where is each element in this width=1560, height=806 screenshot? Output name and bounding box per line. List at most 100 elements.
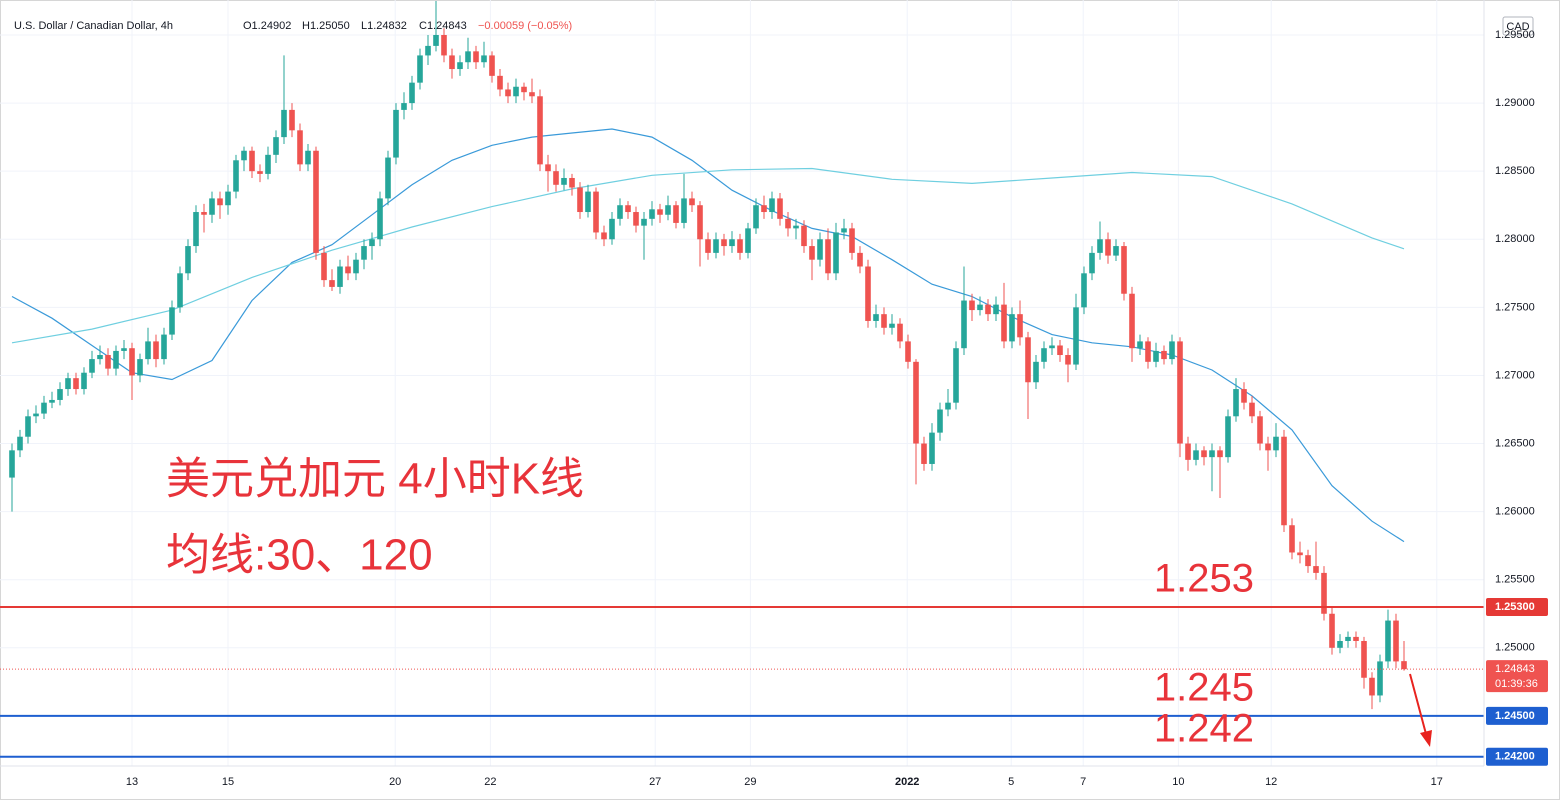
level-axis-box	[1486, 706, 1548, 725]
candle-body	[897, 323, 903, 342]
candle-body	[297, 130, 303, 165]
candle-body	[681, 198, 687, 223]
candle-body	[1353, 636, 1359, 641]
candle-body	[1001, 304, 1007, 342]
candle-body	[25, 416, 31, 437]
ohlc-high: H1.25050	[302, 20, 350, 32]
candle-body	[473, 51, 479, 63]
candle-body	[745, 228, 751, 253]
candle-body	[401, 103, 407, 110]
candle-body	[65, 378, 71, 390]
candle-body	[233, 160, 239, 192]
candle-body	[553, 171, 559, 185]
candle-body	[849, 228, 855, 253]
candle-body	[425, 45, 431, 56]
candle-body	[1137, 341, 1143, 349]
candle-body	[1193, 450, 1199, 460]
moving-average	[11, 167, 1405, 344]
x-tick-label: 13	[126, 776, 138, 788]
candle-body	[633, 212, 639, 226]
candle-body	[257, 171, 263, 174]
candle-body	[145, 341, 151, 360]
candle-body	[569, 177, 575, 188]
candle-body	[1129, 293, 1135, 349]
candle-body	[409, 82, 415, 104]
candle-body	[1161, 350, 1167, 360]
level-annotation: 1.245	[1154, 665, 1254, 709]
candle-body	[1249, 402, 1255, 417]
candle-body	[1145, 341, 1151, 362]
candle-body	[921, 443, 927, 464]
last-price-box	[1486, 660, 1548, 693]
candle-body	[1393, 620, 1399, 662]
level-axis-box	[1486, 597, 1548, 616]
candle-body	[1113, 246, 1119, 256]
candle-body	[313, 150, 319, 253]
candle-body	[961, 300, 967, 349]
candle-body	[81, 372, 87, 390]
candle-body	[1073, 307, 1079, 365]
arrow-head	[1420, 730, 1432, 747]
candle-body	[193, 212, 199, 247]
candle-body	[641, 218, 647, 226]
candle-body	[1217, 450, 1223, 458]
x-tick-label: 7	[1080, 776, 1086, 788]
candle-body	[953, 348, 959, 403]
candle-body	[289, 109, 295, 131]
candle-body	[449, 55, 455, 70]
candle-body	[825, 239, 831, 274]
candle-body	[441, 34, 447, 56]
candle-body	[1297, 552, 1303, 556]
candle-body	[153, 341, 159, 360]
candle-body	[729, 239, 735, 247]
candle-body	[1369, 677, 1375, 696]
candle-body	[721, 239, 727, 247]
candle-body	[601, 232, 607, 240]
candle-body	[625, 205, 631, 213]
candle-body	[1377, 661, 1383, 696]
candle-body	[817, 239, 823, 260]
annotation: 均线:30、120	[166, 531, 433, 580]
candle-body	[537, 96, 543, 165]
candle-body	[1209, 450, 1215, 458]
candle-body	[1257, 416, 1263, 444]
candle-body	[1169, 341, 1175, 360]
candle-body	[73, 378, 79, 390]
candle-body	[1105, 239, 1111, 256]
candle-body	[361, 246, 367, 260]
candle-body	[785, 218, 791, 229]
x-tick-label: 10	[1172, 776, 1184, 788]
candle-body	[521, 86, 527, 93]
candle-body	[161, 334, 167, 360]
candle-body	[185, 246, 191, 274]
candle-body	[169, 307, 175, 335]
y-tick-label: 1.26500	[1495, 437, 1535, 449]
candle-body	[201, 212, 207, 215]
candle-body	[1337, 640, 1343, 648]
level-axis-label: 1.24200	[1495, 751, 1535, 763]
candle-body	[513, 86, 519, 97]
candle-body	[1009, 314, 1015, 342]
candle-body	[305, 150, 311, 165]
candle-body	[1049, 345, 1055, 349]
arrow	[1409, 673, 1427, 735]
candle-body	[129, 348, 135, 376]
candle-body	[865, 266, 871, 321]
candle-body	[1177, 341, 1183, 444]
y-tick-label: 1.26000	[1495, 506, 1535, 518]
candle-body	[873, 314, 879, 321]
candle-body	[1329, 613, 1335, 648]
candle-body	[1385, 620, 1391, 662]
level-annotation: 1.253	[1154, 557, 1254, 601]
candle-body	[1097, 239, 1103, 253]
candle-body	[97, 355, 103, 360]
candle-body	[697, 205, 703, 240]
candle-body	[1081, 273, 1087, 308]
x-tick-label: 5	[1008, 776, 1014, 788]
candle-body	[457, 62, 463, 70]
candle-body	[393, 109, 399, 158]
candle-body	[833, 232, 839, 274]
candle-body	[1057, 345, 1063, 356]
candle-body	[265, 154, 271, 174]
